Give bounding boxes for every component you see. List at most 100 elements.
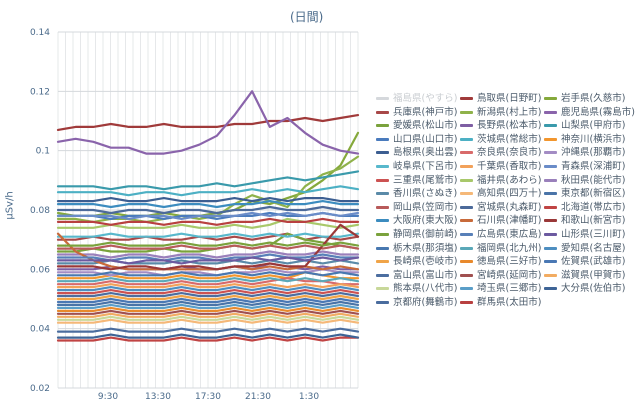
legend-item[interactable]: 福岡県(北九州) <box>460 242 541 255</box>
y-tick-label: 0.14 <box>30 28 50 38</box>
legend-item[interactable]: 茨城県(常総市) <box>460 133 541 146</box>
legend-item[interactable]: 富山県(富山市) <box>376 269 457 282</box>
legend-item[interactable]: 栃木県(那須塩) <box>376 242 457 255</box>
legend-swatch <box>544 273 557 277</box>
legend-item[interactable]: 奈良県(奈良市) <box>460 146 541 159</box>
legend-swatch <box>460 233 473 236</box>
legend-item[interactable]: 鳥取県(日野町) <box>460 92 541 105</box>
legend-item[interactable]: 佐賀県(武雄市) <box>544 255 625 268</box>
x-tick-label: 9:30 <box>98 392 118 400</box>
y-tick-label: 0.04 <box>30 325 50 335</box>
legend-item[interactable]: 沖縄県(那覇市) <box>544 146 625 159</box>
legend-item[interactable]: 京都府(舞鶴市) <box>376 296 457 309</box>
legend-item[interactable]: 千葉県(香取市) <box>460 160 541 173</box>
legend-item[interactable]: 群馬県(太田市) <box>460 296 541 309</box>
series-line <box>56 318 360 324</box>
legend-item[interactable]: 徳島県(三好市) <box>460 255 541 268</box>
legend-swatch <box>460 192 473 196</box>
legend-item[interactable]: 愛媛県(松山市) <box>376 119 457 132</box>
legend-item[interactable]: 香川県(さぬき) <box>376 187 457 200</box>
legend-item[interactable]: 愛知県(名古屋) <box>544 242 625 255</box>
legend-label: 大分県(佐伯市) <box>561 283 626 295</box>
legend-item[interactable]: 大分県(佐伯市) <box>544 282 625 295</box>
legend-swatch <box>376 124 389 128</box>
legend-swatch <box>544 124 557 128</box>
legend-label: 京都府(舞鶴市) <box>393 297 458 308</box>
legend-label: 愛媛県(松山市) <box>393 120 458 132</box>
series-line <box>56 232 360 238</box>
legend-swatch <box>376 205 389 209</box>
legend-label: 熊本県(八代市) <box>393 283 458 295</box>
legend-item[interactable]: 広島県(東広島) <box>460 228 541 241</box>
legend-item[interactable]: 鹿児島県(霧島市) <box>544 106 635 119</box>
legend-item[interactable]: 大阪府(東大阪) <box>376 214 457 227</box>
legend-item[interactable]: 東京都(新宿区) <box>544 187 625 200</box>
legend-swatch <box>376 137 389 141</box>
legend-item[interactable]: 兵庫県(神戸市) <box>376 106 457 119</box>
legend-item[interactable]: 山形県(三川町) <box>544 228 625 241</box>
legend-label: 青森県(深浦町) <box>561 161 626 172</box>
plot-area: 0.02 0.04 0.06 0.08 0.1 0.12 0.14 9:30 13:30 17:3… <box>30 28 360 400</box>
legend-swatch <box>376 165 389 168</box>
x-tick-label: 13:30 <box>145 392 171 400</box>
legend-swatch <box>376 273 389 277</box>
legend-item[interactable]: 福井県(あわら) <box>460 174 541 187</box>
legend-label: 栃木県(那須塩) <box>393 242 458 254</box>
legend-swatch <box>544 287 557 291</box>
legend-label: 千葉県(香取市) <box>477 161 542 172</box>
legend-label: 宮崎県(延岡市) <box>477 269 542 281</box>
legend-swatch <box>460 287 473 291</box>
legend-item[interactable]: 宮城県(丸森町) <box>460 201 541 214</box>
legend-label: 広島県(東広島) <box>477 229 542 240</box>
legend-item[interactable]: 北海道(帯広市) <box>544 201 625 214</box>
legend-label: 長崎県(壱岐市) <box>393 256 458 268</box>
legend-item[interactable]: 山口県(山口市) <box>376 133 457 146</box>
legend-swatch <box>376 97 389 100</box>
series-line <box>56 277 360 283</box>
legend-label: 滋賀県(甲賀市) <box>561 269 626 281</box>
legend-item[interactable]: 埼玉県(三郷市) <box>460 282 541 295</box>
series-line <box>56 300 360 306</box>
legend-item[interactable]: 神奈川(横浜市) <box>544 133 625 146</box>
legend-item[interactable]: 宮崎県(延岡市) <box>460 269 541 282</box>
series-line <box>56 113 360 131</box>
legend-swatch <box>376 219 389 223</box>
legend-item[interactable]: 長野県(松本市) <box>460 119 541 132</box>
series-line <box>56 283 360 289</box>
legend-swatch <box>544 246 557 250</box>
series-line <box>56 306 360 312</box>
series-line <box>56 244 360 250</box>
legend-item[interactable]: 三重県(尾鷲市) <box>376 174 457 187</box>
legend-item[interactable]: 秋田県(能代市) <box>544 174 625 187</box>
legend-label: 宮城県(丸森町) <box>477 201 542 213</box>
legend-label: 岩手県(久慈市) <box>561 93 626 104</box>
legend-swatch <box>460 246 473 250</box>
legend-item[interactable]: 熊本県(八代市) <box>376 282 457 295</box>
series-line <box>56 327 360 333</box>
legend-item[interactable]: 和歌山(新宮市) <box>544 214 625 227</box>
legend-item[interactable]: 新潟県(村上市) <box>460 106 541 119</box>
legend-item[interactable]: 福島県(やすら) <box>376 92 457 105</box>
legend-item[interactable]: 高知県(四万十) <box>460 187 541 200</box>
legend-swatch <box>376 110 389 114</box>
legend-swatch <box>460 301 473 304</box>
series-line <box>56 232 360 271</box>
legend-label: 山梨県(甲府市) <box>561 120 626 132</box>
legend-item[interactable]: 山梨県(甲府市) <box>544 119 625 132</box>
legend-item[interactable]: 長崎県(壱岐市) <box>376 255 457 268</box>
legend-label: 奈良県(奈良市) <box>477 147 542 159</box>
legend-item[interactable]: 青森県(深浦町) <box>544 160 625 173</box>
series-line <box>56 312 360 318</box>
legend-item[interactable]: 島根県(奥出雲) <box>376 146 457 159</box>
legend-item[interactable]: 岡山県(笠岡市) <box>376 201 457 214</box>
legend-swatch <box>460 273 473 277</box>
legend-item[interactable]: 岐阜県(下呂市) <box>376 160 457 173</box>
legend-label: 福岡県(北九州) <box>477 242 542 254</box>
legend-swatch <box>376 260 389 264</box>
legend-item[interactable]: 石川県(津幡町) <box>460 214 541 227</box>
legend-swatch <box>460 178 473 182</box>
legend-item[interactable]: 滋賀県(甲賀市) <box>544 269 625 282</box>
legend-label: 徳島県(三好市) <box>477 256 542 268</box>
legend-item[interactable]: 岩手県(久慈市) <box>544 92 625 105</box>
legend-item[interactable]: 静岡県(御前崎) <box>376 228 457 241</box>
